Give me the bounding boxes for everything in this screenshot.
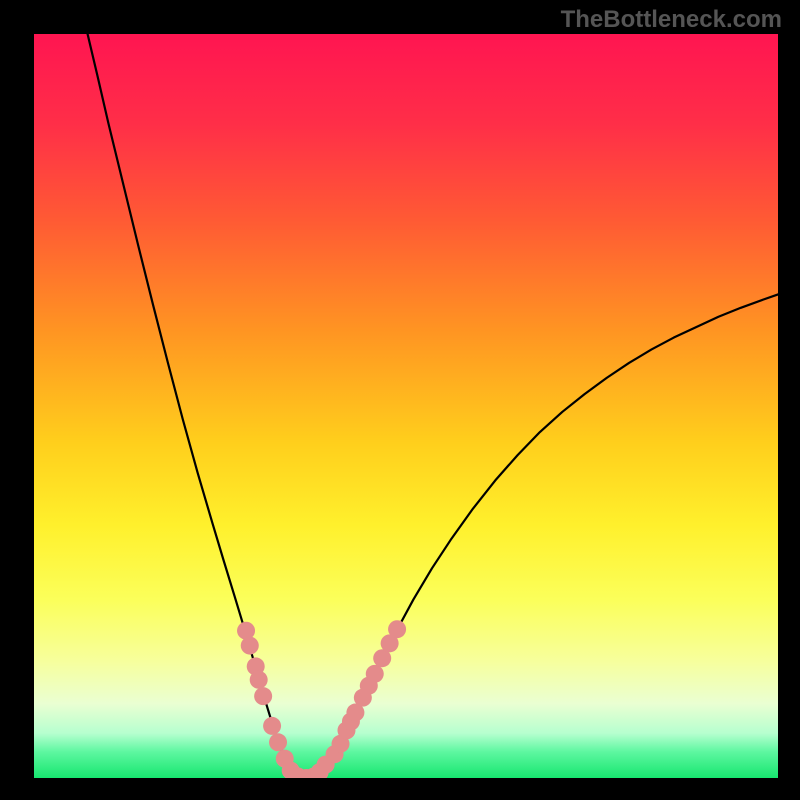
data-dot	[241, 637, 259, 655]
plot-area	[34, 34, 778, 778]
data-dot	[388, 620, 406, 638]
data-dot	[366, 665, 384, 683]
gradient-background	[34, 34, 778, 778]
data-dot	[263, 717, 281, 735]
data-dot	[254, 687, 272, 705]
watermark: TheBottleneck.com	[561, 6, 782, 34]
chart-container: TheBottleneck.com	[0, 0, 800, 800]
data-dot	[269, 733, 287, 751]
data-dot	[250, 671, 268, 689]
